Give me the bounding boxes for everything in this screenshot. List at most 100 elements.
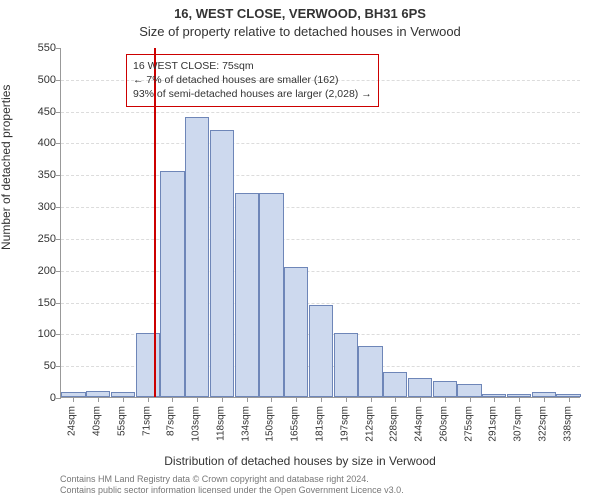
xtick-label: 118sqm xyxy=(215,406,226,456)
chart-address-title: 16, WEST CLOSE, VERWOOD, BH31 6PS xyxy=(0,6,600,21)
ytick-label: 50 xyxy=(16,360,56,372)
xtick-label: 197sqm xyxy=(339,406,350,456)
xtick-mark xyxy=(371,397,372,402)
histogram-bar xyxy=(457,384,481,397)
xtick-label: 322sqm xyxy=(537,406,548,456)
xtick-label: 291sqm xyxy=(488,406,499,456)
annotation-line: ← 7% of detached houses are smaller (162… xyxy=(133,73,372,87)
ytick-mark xyxy=(56,239,61,240)
xtick-label: 260sqm xyxy=(438,406,449,456)
ytick-mark xyxy=(56,366,61,367)
x-axis-label: Distribution of detached houses by size … xyxy=(0,454,600,468)
ytick-mark xyxy=(56,334,61,335)
xtick-label: 87sqm xyxy=(166,406,177,456)
histogram-bar xyxy=(309,305,333,397)
ytick-mark xyxy=(56,80,61,81)
ytick-mark xyxy=(56,271,61,272)
xtick-mark xyxy=(321,397,322,402)
histogram-bar xyxy=(235,193,259,397)
ytick-label: 0 xyxy=(16,392,56,404)
histogram-bar xyxy=(284,267,308,397)
histogram-bar xyxy=(408,378,432,397)
histogram-bar xyxy=(259,193,283,397)
xtick-label: 150sqm xyxy=(265,406,276,456)
xtick-mark xyxy=(123,397,124,402)
ytick-label: 150 xyxy=(16,297,56,309)
xtick-label: 55sqm xyxy=(116,406,127,456)
xtick-label: 244sqm xyxy=(414,406,425,456)
xtick-mark xyxy=(73,397,74,402)
gridline-h xyxy=(61,112,580,113)
footnote: Contains HM Land Registry data © Crown c… xyxy=(60,474,590,497)
ytick-label: 300 xyxy=(16,201,56,213)
ytick-mark xyxy=(56,398,61,399)
xtick-mark xyxy=(247,397,248,402)
footnote-line-2: Contains public sector information licen… xyxy=(60,485,404,495)
plot-area: 16 WEST CLOSE: 75sqm← 7% of detached hou… xyxy=(60,48,580,398)
annotation-line: 93% of semi-detached houses are larger (… xyxy=(133,87,372,101)
xtick-mark xyxy=(395,397,396,402)
xtick-label: 212sqm xyxy=(364,406,375,456)
histogram-bar xyxy=(136,333,160,397)
xtick-label: 165sqm xyxy=(290,406,301,456)
xtick-mark xyxy=(197,397,198,402)
ytick-mark xyxy=(56,207,61,208)
xtick-label: 40sqm xyxy=(92,406,103,456)
histogram-bar xyxy=(334,333,358,397)
ytick-mark xyxy=(56,303,61,304)
xtick-label: 275sqm xyxy=(463,406,474,456)
gridline-h xyxy=(61,239,580,240)
xtick-mark xyxy=(445,397,446,402)
annotation-box: 16 WEST CLOSE: 75sqm← 7% of detached hou… xyxy=(126,54,379,107)
xtick-label: 134sqm xyxy=(240,406,251,456)
ytick-mark xyxy=(56,143,61,144)
xtick-mark xyxy=(346,397,347,402)
xtick-mark xyxy=(172,397,173,402)
xtick-mark xyxy=(544,397,545,402)
histogram-bar xyxy=(358,346,382,397)
histogram-bar xyxy=(185,117,209,397)
ytick-label: 550 xyxy=(16,42,56,54)
xtick-label: 71sqm xyxy=(141,406,152,456)
ytick-label: 100 xyxy=(16,328,56,340)
histogram-bar xyxy=(383,372,407,397)
y-axis-label: Number of detached properties xyxy=(0,85,13,250)
histogram-bar xyxy=(433,381,457,397)
ytick-label: 350 xyxy=(16,169,56,181)
xtick-mark xyxy=(296,397,297,402)
ytick-label: 400 xyxy=(16,137,56,149)
xtick-mark xyxy=(148,397,149,402)
xtick-label: 103sqm xyxy=(191,406,202,456)
annotation-line: 16 WEST CLOSE: 75sqm xyxy=(133,59,372,73)
ytick-label: 200 xyxy=(16,265,56,277)
ytick-label: 250 xyxy=(16,233,56,245)
ytick-label: 500 xyxy=(16,74,56,86)
gridline-h xyxy=(61,271,580,272)
ytick-mark xyxy=(56,112,61,113)
xtick-mark xyxy=(271,397,272,402)
xtick-mark xyxy=(98,397,99,402)
xtick-label: 338sqm xyxy=(562,406,573,456)
xtick-label: 181sqm xyxy=(315,406,326,456)
xtick-mark xyxy=(569,397,570,402)
gridline-h xyxy=(61,207,580,208)
xtick-mark xyxy=(470,397,471,402)
chart-subtitle: Size of property relative to detached ho… xyxy=(0,24,600,39)
ytick-mark xyxy=(56,48,61,49)
chart-container: 16, WEST CLOSE, VERWOOD, BH31 6PS Size o… xyxy=(0,0,600,500)
xtick-mark xyxy=(420,397,421,402)
xtick-label: 24sqm xyxy=(67,406,78,456)
xtick-mark xyxy=(494,397,495,402)
histogram-bar xyxy=(210,130,234,397)
gridline-h xyxy=(61,143,580,144)
xtick-mark xyxy=(519,397,520,402)
footnote-line-1: Contains HM Land Registry data © Crown c… xyxy=(60,474,369,484)
xtick-label: 228sqm xyxy=(389,406,400,456)
ytick-mark xyxy=(56,175,61,176)
histogram-bar xyxy=(160,171,184,397)
xtick-mark xyxy=(222,397,223,402)
xtick-label: 307sqm xyxy=(513,406,524,456)
gridline-h xyxy=(61,303,580,304)
ytick-label: 450 xyxy=(16,106,56,118)
gridline-h xyxy=(61,175,580,176)
